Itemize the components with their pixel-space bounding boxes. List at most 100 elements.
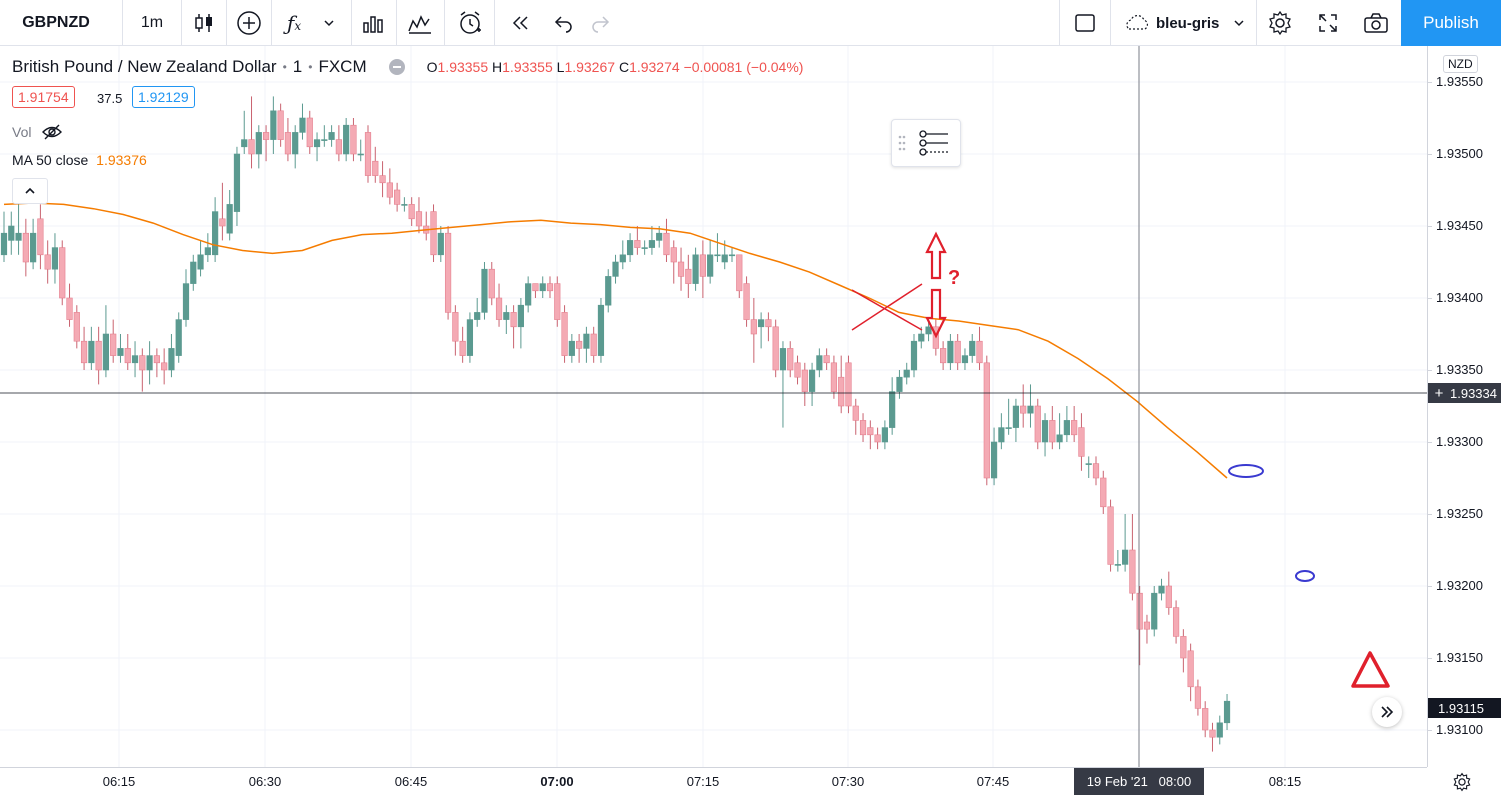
gear-icon (1453, 772, 1471, 792)
candle (677, 247, 685, 291)
low-value: 1.93267 (564, 59, 616, 75)
price-tick-label: 1.93100 (1436, 722, 1483, 737)
candle-body (721, 254, 728, 263)
redo-icon (592, 16, 610, 33)
ma-label[interactable]: MA 50 close (12, 152, 89, 168)
price-tick-label: 1.93550 (1436, 74, 1483, 89)
currency-badge[interactable]: NZD (1443, 55, 1478, 73)
open-label: O (426, 59, 438, 75)
undo-icon (554, 16, 572, 33)
candle (758, 312, 765, 349)
buy-price-button[interactable]: 1.92129 (132, 86, 195, 108)
time-tick-label: 06:15 (102, 774, 136, 789)
alert-button[interactable] (448, 0, 492, 46)
candle (852, 398, 859, 435)
time-axis[interactable]: 06:1506:3006:4507:0007:1507:3007:4508:00… (0, 767, 1427, 795)
candle-body (845, 362, 852, 407)
symbol-search-button[interactable]: GBPNZD (0, 0, 112, 46)
snapshot-button[interactable] (1354, 0, 1398, 46)
market-status-icon[interactable] (388, 59, 405, 75)
drawing-settings-icon[interactable] (918, 128, 952, 158)
candle (30, 218, 37, 270)
high-label: H (492, 59, 503, 75)
candle (910, 334, 918, 378)
hidden-eye-icon[interactable] (41, 123, 63, 141)
candle (481, 262, 488, 320)
candle-body (663, 232, 670, 256)
change-value: −0.00081 (−0.04%) (683, 59, 804, 75)
templates-button[interactable] (397, 0, 443, 46)
candle-body (1027, 405, 1034, 414)
sell-price-button[interactable]: 1.91754 (12, 86, 75, 108)
candle-body (8, 225, 15, 241)
arrow-up-mark[interactable] (925, 231, 947, 280)
add-alert-plus-icon[interactable]: + (1434, 384, 1444, 402)
candle (437, 226, 444, 262)
triangle-mark[interactable] (1351, 651, 1390, 688)
volume-label[interactable]: Vol (12, 124, 32, 140)
price-tick-label: 1.93300 (1436, 434, 1483, 449)
candle-body (903, 369, 910, 378)
financials-button[interactable] (352, 0, 394, 46)
candle-body (1122, 549, 1129, 565)
candle (241, 110, 248, 154)
drag-handle-icon[interactable] (897, 133, 907, 153)
drawing-toolbar[interactable] (891, 119, 961, 167)
candle (634, 226, 641, 255)
cross-mark-line[interactable] (851, 289, 923, 331)
candle (8, 211, 15, 255)
candle-body (677, 261, 685, 277)
collapse-legend-button[interactable] (12, 178, 48, 204)
ellipse-mark[interactable] (1228, 464, 1264, 478)
candle-body (80, 340, 88, 364)
candle (663, 218, 670, 262)
candle (1027, 384, 1034, 428)
candle (794, 355, 801, 385)
price-tick-mark (1428, 226, 1432, 227)
candle-body (1223, 700, 1231, 724)
ellipse-mark[interactable] (1295, 570, 1315, 582)
fullscreen-button[interactable] (1306, 0, 1350, 46)
candle-body (612, 261, 619, 277)
indicators-button[interactable]: ƒx (276, 0, 348, 46)
candle (1165, 571, 1172, 615)
price-axis[interactable]: NZD 1.93550 1.93500 1.93450 1.93400 1.93350 1… (1427, 46, 1501, 767)
cross-mark-line[interactable] (851, 283, 923, 331)
candle (889, 377, 896, 435)
candle-body (299, 117, 306, 133)
publish-label: Publish (1423, 13, 1479, 32)
replay-button[interactable] (498, 0, 542, 46)
candle-body (357, 153, 364, 156)
candle-body (859, 420, 867, 436)
select-tool-button[interactable] (1062, 0, 1108, 46)
price-tick-mark (1428, 442, 1432, 443)
candle-body (728, 254, 736, 257)
candle-body (1049, 420, 1056, 443)
scroll-to-realtime-button[interactable] (1372, 697, 1402, 727)
compare-button[interactable] (227, 0, 271, 46)
candle-body (772, 326, 779, 371)
layout-menu-button[interactable]: bleu-gris (1114, 0, 1254, 46)
candle-body (1194, 686, 1202, 709)
undo-button[interactable] (545, 0, 583, 46)
time-tick-label: 07:15 (686, 774, 720, 789)
axis-settings-button[interactable] (1452, 772, 1472, 797)
candle (590, 326, 597, 363)
arrow-down-mark[interactable] (925, 288, 947, 339)
interval-button[interactable]: 1m (124, 0, 180, 46)
candle-body (976, 340, 983, 364)
candle (1151, 586, 1158, 637)
candle-body (561, 312, 568, 356)
chart-type-button[interactable] (182, 0, 226, 46)
candle-body (284, 132, 292, 155)
candle-body (998, 427, 1005, 443)
redo-button[interactable] (583, 0, 617, 46)
symbol-description[interactable]: British Pound / New Zealand Dollar (12, 57, 277, 76)
question-mark-annotation[interactable]: ? (948, 267, 960, 289)
chart-pane[interactable]: ? British Pound / New Zealand Dollar • 1… (0, 46, 1427, 767)
settings-button[interactable] (1258, 0, 1302, 46)
chart-canvas[interactable]: ? (0, 46, 1427, 767)
candle (743, 276, 750, 327)
candle (881, 420, 888, 450)
publish-button[interactable]: Publish (1401, 0, 1501, 46)
